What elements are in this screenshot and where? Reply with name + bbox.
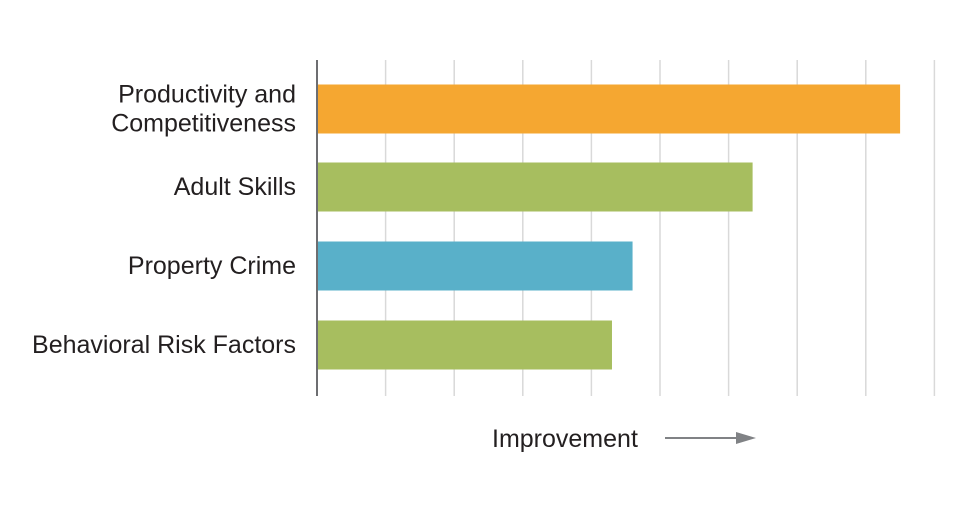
x-axis-label: Improvement — [492, 425, 638, 453]
category-label-line: Competitiveness — [111, 110, 296, 138]
category-label-line: Adult Skills — [174, 173, 296, 201]
category-label-line: Behavioral Risk Factors — [32, 331, 296, 359]
category-labels: Productivity and Competitiveness Adult Ski… — [32, 81, 296, 360]
bars — [317, 84, 901, 370]
category-label: Productivity and Competitiveness — [111, 81, 296, 138]
category-label: Behavioral Risk Factors — [32, 331, 296, 359]
improvement-arrow-icon — [665, 432, 756, 444]
category-label-line: Productivity and — [118, 81, 296, 109]
category-label-line: Property Crime — [128, 252, 296, 280]
bar — [317, 84, 901, 134]
arrow-head — [736, 432, 756, 444]
bar — [317, 320, 612, 370]
bar — [317, 241, 633, 291]
bar — [317, 162, 753, 212]
category-label: Adult Skills — [174, 173, 296, 201]
category-label: Property Crime — [128, 252, 296, 280]
